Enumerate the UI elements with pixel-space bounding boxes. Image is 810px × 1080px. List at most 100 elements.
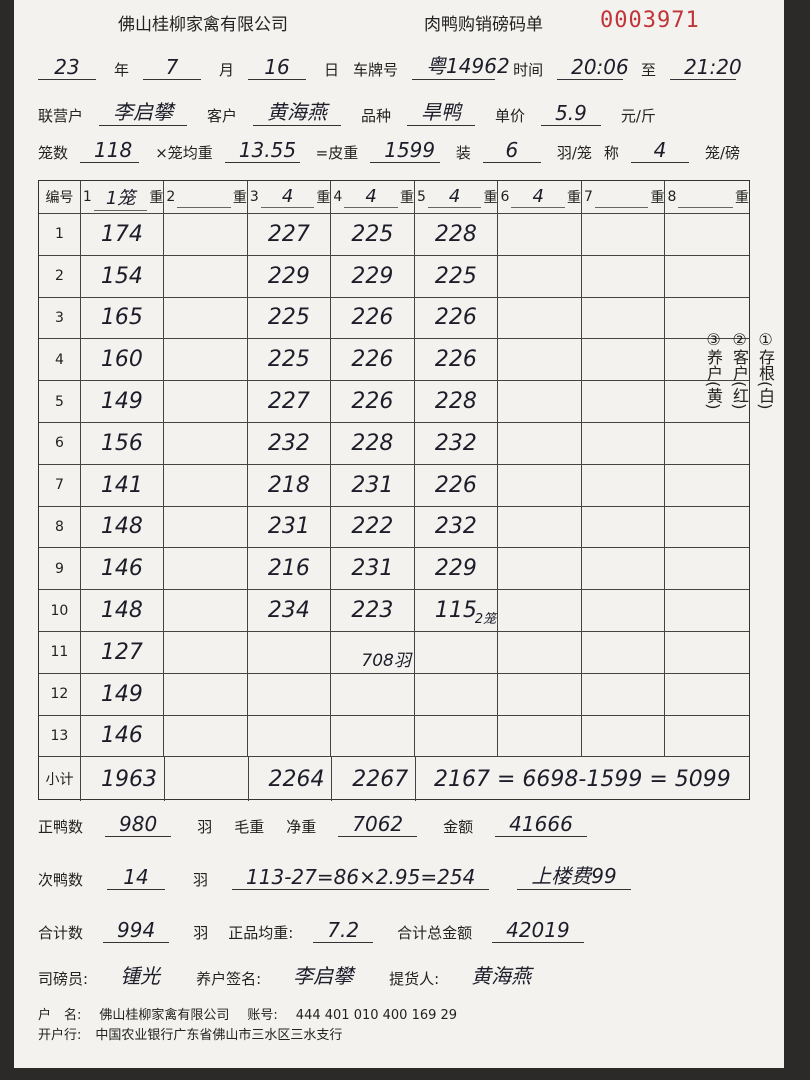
subtotal-formula: 2167 = 6698-1599 = 5099 (416, 757, 749, 801)
weight-cell: 227 (248, 214, 332, 255)
weight-value: 228 (351, 430, 394, 456)
printed-label: 户 名: (38, 1008, 82, 1023)
weight-cell (331, 715, 415, 757)
weight-cell (582, 464, 666, 506)
weight-cell: 148 (81, 590, 165, 631)
row-number: 9 (39, 548, 81, 590)
form-line: 合计数 994 羽 正品均重: 7.2 合计总金额 42019 (38, 918, 744, 943)
handwritten-value: 16 (248, 55, 307, 80)
column-mark: 4 (511, 186, 565, 208)
weight-value: 226 (434, 347, 477, 373)
data-row: 10 148 234 223 115 2笼 (39, 590, 749, 632)
data-row: 8 148 231 222 232 (39, 506, 749, 549)
weight-cell: 229 (415, 548, 499, 590)
printed-label: 日 (324, 61, 340, 79)
row-number: 13 (39, 715, 81, 757)
weight-cell (415, 632, 499, 673)
copy-note: ③养户(黄) (704, 330, 723, 410)
weight-cell (164, 423, 248, 464)
column-mark (678, 187, 733, 208)
form-line: 23 年 7 月 16 日车牌号 粤14962 时间 20:06 至 21:20 (38, 50, 744, 80)
form-line: 次鸭数 14 羽 113-27=86×2.95=254 上楼费99 (38, 860, 744, 890)
weight-cell (582, 255, 666, 297)
column-number: 4 (333, 189, 343, 205)
column-unit: 重 (232, 190, 247, 206)
weight-value: 228 (434, 221, 477, 247)
handwritten-value: 41666 (495, 812, 587, 837)
weight-cell: 225 (248, 339, 332, 381)
weight-value: 148 (100, 598, 143, 624)
weight-value: 226 (351, 347, 394, 373)
weight-cell: 141 (81, 464, 165, 506)
printed-label: 司磅员: (38, 970, 89, 988)
column-mark (594, 187, 649, 208)
handwritten-value: 980 (105, 812, 172, 837)
handwritten-value: 7.2 (313, 918, 374, 943)
weight-cell: 228 (415, 214, 499, 255)
form-line: 开户行: 中国农业银行广东省佛山市三水区三水支行 (38, 1024, 744, 1043)
weight-cell (582, 715, 666, 757)
column-mark: 4 (260, 186, 315, 208)
weight-cell (248, 632, 332, 673)
weight-cell (331, 673, 415, 715)
printed-label: 装 (455, 144, 471, 162)
data-row: 3 165 225 226 226 (39, 297, 749, 340)
data-row: 13 146 (39, 715, 749, 758)
weight-cell (248, 715, 332, 757)
weight-cell: 708羽 (331, 632, 415, 673)
weight-cell (582, 381, 666, 422)
weigh-slip: 佛山桂柳家禽有限公司 肉鸭购销磅码单 0003971 23 年 7 月 16 日车牌号 粤1… (14, 0, 784, 1068)
handwritten-value: 锺光 (120, 964, 161, 988)
weight-cell: 148 (81, 506, 165, 548)
column-number: 8 (667, 189, 677, 205)
weight-cell: 231 (331, 464, 415, 506)
printed-label: 羽 (193, 924, 209, 942)
weight-cell (665, 507, 749, 548)
handwritten-value: 7 (143, 55, 202, 80)
copy-note: ②客户(红) (730, 330, 749, 410)
weight-cell (665, 465, 749, 506)
printed-label: 年 (114, 61, 130, 79)
data-row: 9 146 216 231 229 (39, 548, 749, 591)
handwritten-value: 粤14962 (412, 50, 510, 80)
weight-value: 225 (434, 263, 477, 289)
weight-cell (582, 673, 666, 715)
column-unit: 重 (399, 190, 414, 206)
printed-label: 金额 (443, 818, 474, 836)
printed-label: 中国农业银行广东省佛山市三水区三水支行 (95, 1028, 343, 1043)
handwritten-value: 李启攀 (293, 964, 354, 988)
row-number: 12 (39, 673, 81, 715)
column-unit: 重 (149, 190, 164, 206)
weight-value: 156 (100, 430, 143, 456)
handwritten-value: 4 (630, 138, 689, 163)
weight-cell: 154 (81, 255, 165, 297)
handwritten-value: 黄海燕 (253, 96, 342, 126)
column-number: 7 (583, 189, 593, 205)
weight-cell: 226 (415, 339, 499, 381)
column-unit: 重 (483, 190, 498, 206)
weight-value: 229 (434, 556, 477, 582)
column-number: 2 (166, 189, 176, 205)
data-row: 5 149 227 226 228 (39, 381, 749, 423)
weight-cell: 226 (415, 464, 499, 506)
printed-label: 合计数 (38, 924, 84, 942)
weight-cell (415, 715, 499, 757)
printed-label: 品种 (361, 107, 392, 125)
subtotal-value: 2264 (268, 766, 325, 792)
handwritten-value: 113-27=86×2.95=254 (232, 865, 490, 890)
weight-cell: 232 (415, 506, 499, 548)
row-number: 5 (39, 381, 81, 422)
column-number: 3 (249, 189, 259, 205)
id-header: 编号 (39, 181, 81, 213)
weight-cell: 225 (331, 214, 415, 255)
weight-value: 232 (434, 430, 477, 456)
weight-cell: 232 (415, 423, 499, 464)
weight-cell (665, 716, 749, 757)
formula-text: 2167 = 6698-1599 = 5099 (434, 766, 731, 792)
weight-cell: 174 (81, 214, 165, 255)
weight-value: 127 (100, 639, 143, 665)
